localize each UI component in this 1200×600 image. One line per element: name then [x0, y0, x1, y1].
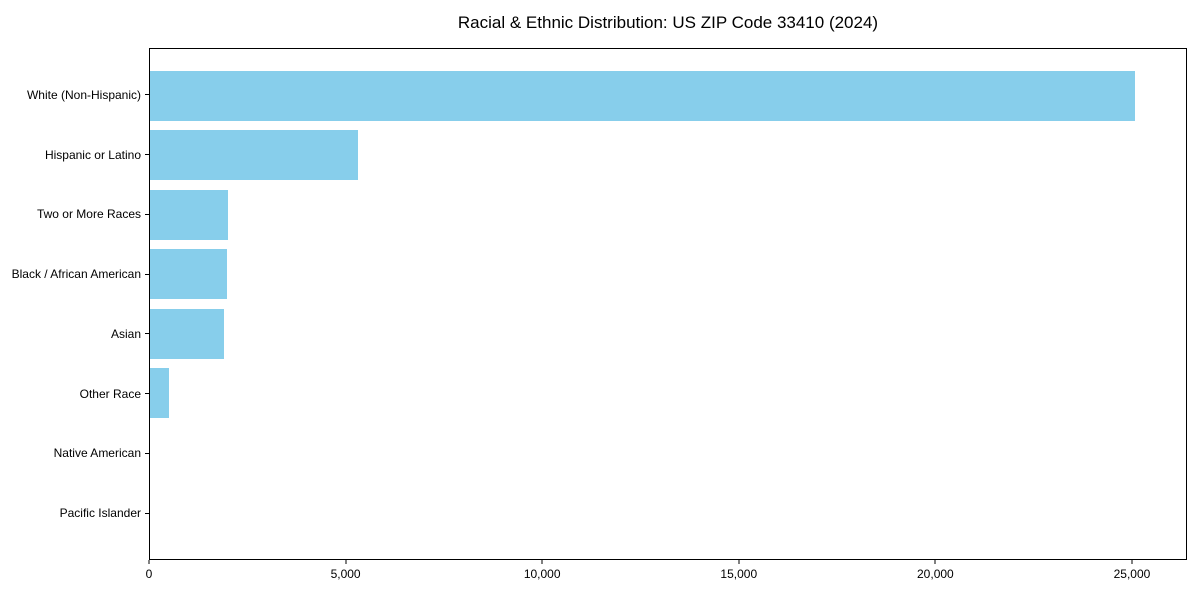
y-label-cell: Native American: [0, 424, 149, 484]
x-tick-mark: [1131, 560, 1133, 564]
y-label-asian: Asian: [110, 326, 141, 341]
x-tick-label-5000: 5,000: [330, 567, 361, 581]
x-tick-label-0: 0: [145, 567, 153, 581]
y-label-white-non-hispanic: White (Non-Hispanic): [26, 87, 141, 102]
y-label-two-or-more-races: Two or More Races: [36, 207, 141, 222]
x-tick-label-20000: 20,000: [917, 567, 954, 581]
y-label-cell: Pacific Islander: [0, 483, 149, 543]
x-tick-mark: [934, 560, 936, 564]
bar-row-two-or-more-races: [150, 185, 1186, 245]
bar-row-native-american: [150, 423, 1186, 483]
bar-two-or-more-races: [150, 189, 229, 240]
y-label-cell: Two or More Races: [0, 185, 149, 245]
bar-row-black-african-american: [150, 245, 1186, 305]
y-label-pacific-islander: Pacific Islander: [59, 506, 141, 521]
x-tick-mark: [738, 560, 740, 564]
y-label-other-race: Other Race: [79, 386, 141, 401]
bars-container: [150, 49, 1186, 559]
y-label-black-african-american: Black / African American: [11, 267, 141, 282]
y-tick-mark: [145, 154, 149, 156]
y-axis-labels: White (Non-Hispanic) Hispanic or Latino Tw…: [0, 48, 149, 560]
bar-row-other-race: [150, 364, 1186, 424]
plot-area: [149, 48, 1187, 560]
bar-black-african-american: [150, 249, 227, 300]
x-tick-label-25000: 25,000: [1113, 567, 1151, 581]
x-tick-mark: [345, 560, 347, 564]
y-label-hispanic-or-latino: Hispanic or Latino: [44, 147, 141, 162]
y-tick-mark: [145, 393, 149, 395]
y-label-native-american: Native American: [53, 446, 141, 461]
x-axis: 0 5,000 10,000 15,000 20,000 25,000: [145, 560, 1187, 590]
x-tick-mark: [541, 560, 543, 564]
y-label-cell: Black / African American: [0, 244, 149, 304]
x-tick-label-10000: 10,000: [523, 567, 561, 581]
y-label-cell: Hispanic or Latino: [0, 125, 149, 185]
y-tick-mark: [145, 452, 149, 454]
x-tick-label-15000: 15,000: [720, 567, 758, 581]
y-tick-mark: [145, 213, 149, 215]
y-tick-mark: [145, 94, 149, 96]
y-label-cell: Other Race: [0, 364, 149, 424]
bar-asian: [150, 308, 224, 359]
bar-row-pacific-islander: [150, 483, 1186, 543]
chart-title: Racial & Ethnic Distribution: US ZIP Cod…: [457, 13, 879, 32]
y-label-cell: White (Non-Hispanic): [0, 65, 149, 125]
bar-hispanic-or-latino: [150, 130, 358, 181]
bar-row-asian: [150, 304, 1186, 364]
y-tick-mark: [145, 512, 149, 514]
bar-row-white-non-hispanic: [150, 66, 1186, 126]
bar-white-non-hispanic: [150, 70, 1135, 121]
bar-other-race: [150, 368, 169, 419]
bar-row-hispanic-or-latino: [150, 126, 1186, 186]
x-tick-mark: [148, 560, 150, 564]
y-label-cell: Asian: [0, 304, 149, 364]
y-tick-mark: [145, 333, 149, 335]
y-tick-mark: [145, 273, 149, 275]
